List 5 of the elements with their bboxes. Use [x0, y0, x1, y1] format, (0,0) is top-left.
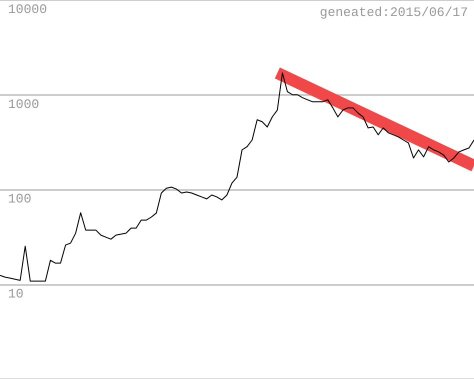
y-tick-label: 10 — [8, 286, 24, 302]
y-tick-label: 100 — [8, 192, 32, 206]
y-tick-label: 1000 — [8, 96, 40, 112]
y-tick-label: 10000 — [8, 2, 48, 17]
annotation: geneated:2015/06/17 — [320, 5, 468, 20]
